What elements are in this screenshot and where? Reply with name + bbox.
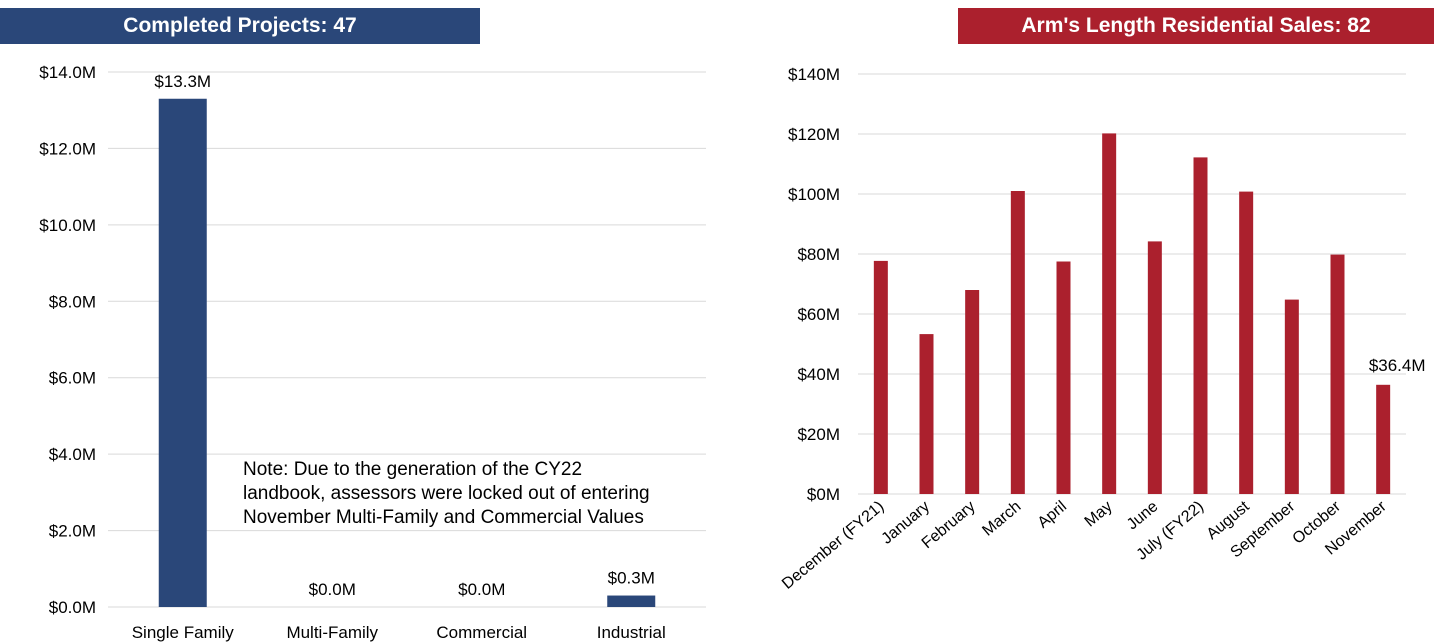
- data-label: $0.0M: [309, 580, 356, 599]
- y-tick-label: $20M: [797, 425, 840, 444]
- bar: [1284, 299, 1299, 494]
- y-tick-label: $14.0M: [39, 63, 96, 82]
- x-tick-label: May: [1082, 498, 1116, 530]
- x-tick-label: March: [979, 498, 1024, 540]
- left-bar-chart: $0.0M $2.0M $4.0M $6.0M $8.0M $10.0M $12.0M $14…: [39, 63, 706, 642]
- y-tick-label: $10.0M: [39, 216, 96, 235]
- y-tick-label: $40M: [797, 365, 840, 384]
- bar: [1102, 133, 1117, 494]
- x-tick-label: June: [1124, 498, 1162, 533]
- bar: [1376, 384, 1391, 494]
- x-tick-label: December (FY21): [779, 498, 887, 593]
- bar: [1056, 261, 1071, 494]
- left-chart-note: Note: Due to the generation of the CY22 …: [243, 459, 650, 528]
- y-tick-label: $4.0M: [49, 445, 96, 464]
- bar: [1330, 254, 1345, 494]
- y-tick-label: $0.0M: [49, 598, 96, 617]
- bar: [1239, 191, 1254, 494]
- x-tick-label: April: [1035, 498, 1070, 532]
- bar: [919, 334, 934, 494]
- y-tick-label: $8.0M: [49, 292, 96, 311]
- y-tick-label: $140M: [788, 65, 840, 84]
- x-tick-label: Multi-Family: [286, 623, 378, 642]
- y-tick-label: $6.0M: [49, 369, 96, 388]
- y-tick-label: $2.0M: [49, 522, 96, 541]
- x-tick-label: Commercial: [436, 623, 527, 642]
- y-tick-label: $12.0M: [39, 139, 96, 158]
- bar: [965, 290, 980, 494]
- data-label: $0.0M: [458, 580, 505, 599]
- y-tick-label: $0M: [807, 485, 840, 504]
- bar: [1010, 191, 1025, 494]
- bar: [1193, 157, 1208, 494]
- right-chart-banner: Arm's Length Residential Sales: 82: [958, 8, 1434, 44]
- x-tick-label: Single Family: [132, 623, 235, 642]
- x-tick-label: Industrial: [597, 623, 666, 642]
- y-tick-label: $120M: [788, 125, 840, 144]
- y-tick-label: $60M: [797, 305, 840, 324]
- bar: [1147, 241, 1162, 494]
- bar: [607, 595, 656, 607]
- left-chart-banner: Completed Projects: 47: [0, 8, 480, 44]
- data-label: $36.4M: [1369, 356, 1426, 375]
- bar: [158, 98, 207, 607]
- y-tick-label: $80M: [797, 245, 840, 264]
- data-label: $0.3M: [608, 569, 655, 588]
- data-label: $13.3M: [154, 72, 211, 91]
- y-tick-label: $100M: [788, 185, 840, 204]
- bar: [873, 260, 888, 494]
